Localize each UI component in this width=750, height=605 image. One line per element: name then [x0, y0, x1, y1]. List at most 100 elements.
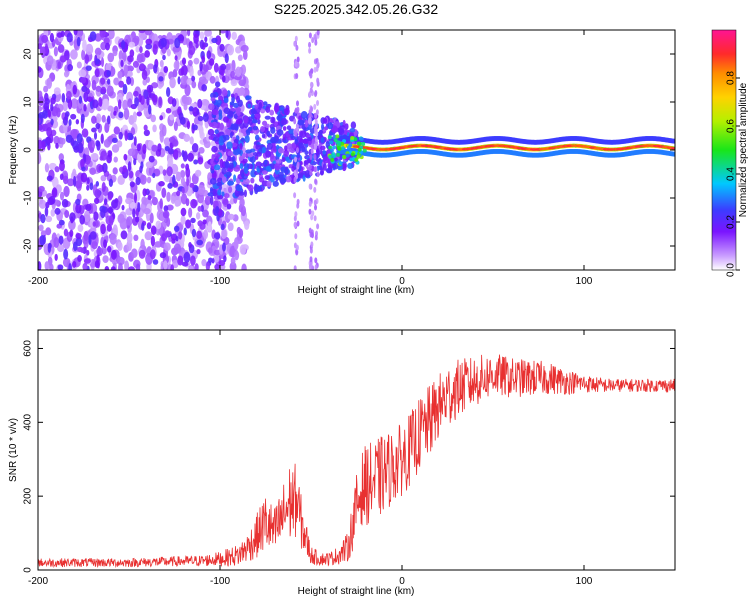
spectrogram-cell	[304, 119, 309, 128]
spectrogram-cell	[100, 133, 104, 144]
colorbar: 0.0 0.2 0.4 0.6 0.8 Normalized spectral ampl…	[711, 29, 749, 277]
spectrogram-cell	[178, 231, 183, 240]
spectrogram-cell	[212, 136, 220, 142]
spectrogram-cell	[244, 220, 250, 231]
spectrogram-cell	[122, 50, 127, 62]
spectrogram-cell	[205, 262, 211, 270]
spectrogram-cell	[56, 107, 61, 118]
spectrogram-cell	[143, 129, 150, 137]
spectrogram-cell	[204, 36, 208, 43]
spectrogram-cell	[48, 162, 57, 170]
spectrogram-cell	[239, 244, 247, 255]
spectrogram-cell	[183, 103, 188, 111]
spectrogram-cell	[126, 231, 133, 244]
colorbar-tick-label: 0.6	[726, 119, 737, 133]
spectrogram-cell	[77, 142, 84, 154]
spectrogram-cell	[65, 90, 72, 100]
spectrogram-cell	[294, 35, 298, 42]
spectrogram-cell	[45, 215, 53, 223]
spectrogram-cell	[194, 169, 202, 177]
spectrogram-cell	[180, 163, 185, 169]
spectrogram-cell	[354, 157, 359, 162]
spectrogram-cell	[337, 140, 342, 145]
spectrogram-cell	[230, 124, 238, 130]
spectrogram-cell	[235, 66, 242, 77]
spectrogram-cell	[106, 224, 112, 232]
spectrogram-cell	[81, 85, 88, 93]
spectrogram-cell	[202, 219, 207, 225]
spectrogram-cell	[89, 182, 94, 191]
spectrogram-cell	[347, 162, 354, 170]
spectrogram-cell	[231, 31, 238, 40]
spectrogram-cell	[281, 156, 286, 163]
spectrogram-cell	[211, 258, 215, 264]
spectrogram-cell	[239, 142, 243, 150]
spectrogram-cell	[310, 148, 314, 155]
spectrogram-cell	[67, 98, 73, 110]
spectrogram-cell	[191, 80, 197, 89]
spectrogram-cell	[209, 75, 216, 84]
spectrogram-cell	[235, 164, 241, 170]
spectrogram-cell	[135, 45, 140, 53]
spectrogram-cell	[43, 102, 50, 111]
spectrogram-cell	[227, 155, 232, 162]
spectrogram-cell	[91, 79, 97, 91]
spectrogram-cell	[203, 140, 211, 149]
spectrogram-cell	[215, 155, 219, 162]
spectrogram-cell	[209, 177, 217, 185]
spectrogram-cell	[215, 205, 220, 214]
snr-y-ticks: 0 200 400 600	[23, 340, 675, 573]
spectrogram-cell	[84, 54, 90, 64]
spectrogram-cell	[96, 247, 104, 257]
spectrogram-cell	[316, 148, 320, 156]
spectrogram-cell	[290, 133, 294, 139]
spectrogram-cell	[181, 57, 187, 66]
spectrogram-cell	[214, 263, 220, 270]
spectrogram-cell	[207, 221, 212, 232]
spectrogram-cell	[190, 255, 196, 266]
spectrogram-cell	[144, 231, 153, 241]
spectrogram-cell	[56, 243, 65, 253]
spectrogram-cell	[132, 208, 136, 219]
spectrogram-cell	[254, 183, 258, 189]
spectrogram-cell	[292, 143, 297, 149]
spectrogram-cell	[255, 144, 261, 150]
spectrogram-cell	[100, 41, 107, 51]
spectrogram-cell	[94, 47, 102, 56]
spectrogram-cell	[107, 30, 115, 40]
spectrogram-cell	[672, 138, 675, 144]
spectrogram-cell	[280, 117, 288, 126]
spectrogram-cell	[284, 145, 288, 152]
spectrogram-cell	[329, 140, 334, 145]
spectrogram-cell	[173, 243, 182, 254]
spectrogram-cell	[47, 242, 52, 253]
spectrogram-cell	[95, 85, 102, 92]
spectrogram-cell	[242, 50, 248, 61]
spectrogram-cell	[46, 77, 53, 90]
spectrogram-cell	[167, 148, 174, 155]
spectrogram-cell	[38, 185, 45, 192]
spectrogram-cell	[213, 232, 221, 240]
spectrogram-cell	[183, 251, 191, 263]
spectrogram-cell	[122, 83, 128, 95]
colorbar-tick-label: 0.4	[726, 167, 737, 181]
spectrogram-cell	[113, 110, 117, 116]
spectrogram-cell	[85, 203, 92, 212]
spectrogram-cell	[162, 54, 166, 61]
spectrogram-cell	[171, 238, 176, 244]
spectrogram-cell	[145, 161, 154, 169]
spectrogram-cell	[96, 254, 100, 265]
spectrogram-cell	[339, 152, 343, 161]
spectrogram-cell	[190, 198, 198, 209]
spectrogram-cell	[199, 61, 203, 72]
spectrogram-cell	[264, 115, 271, 120]
spectrogram-cell	[244, 135, 250, 143]
spectrogram-cell	[76, 61, 82, 69]
spectrogram-cell	[70, 137, 75, 146]
spectrogram-cell	[59, 55, 67, 63]
snr-x-tick-label: -100	[210, 576, 230, 587]
spectrogram-cell	[91, 241, 98, 250]
spectrogram-cell	[188, 106, 194, 112]
spectrogram-cell	[134, 96, 139, 107]
spectrogram-cell	[173, 60, 180, 71]
